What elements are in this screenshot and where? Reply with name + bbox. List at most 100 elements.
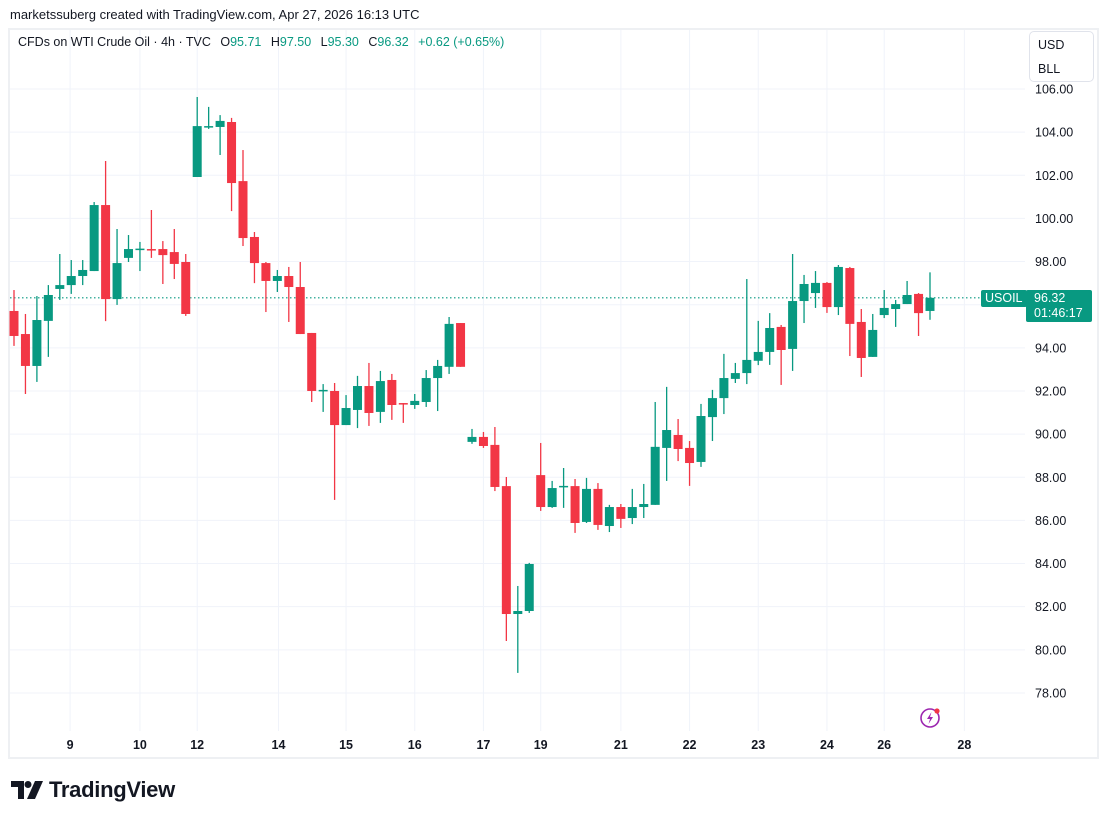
candle [146, 210, 156, 258]
candle [204, 106, 214, 129]
candle-body [490, 444, 500, 487]
candle [421, 370, 431, 407]
change-value: +0.62 (+0.65%) [418, 35, 505, 49]
candle-body [799, 283, 809, 302]
time-tick-label: 21 [614, 738, 628, 752]
brand-name: TradingView [49, 777, 175, 802]
candle [845, 266, 855, 357]
candle [272, 269, 282, 292]
candle [547, 480, 557, 508]
candle-body [101, 205, 111, 300]
candle-body [307, 332, 317, 391]
candle-body [124, 249, 133, 258]
candle [707, 389, 717, 442]
candle [730, 362, 740, 383]
candle [604, 504, 614, 533]
candle-body [879, 307, 889, 316]
candle [536, 442, 546, 511]
price-axis: 78.00 80.00 82.00 84.00 86.00 88.00 90.00 92.00… [1035, 83, 1073, 701]
candle-body [410, 400, 420, 406]
candle-body [753, 351, 763, 361]
candle-body [707, 398, 717, 418]
candle-body [833, 266, 843, 308]
open-label: O [220, 35, 231, 49]
candle-body [330, 390, 340, 426]
candle-body [822, 282, 832, 308]
price-tick-label: 82.00 [1035, 600, 1066, 614]
candle [696, 403, 706, 467]
candle [570, 478, 580, 533]
candle [192, 96, 202, 178]
candle-body [788, 301, 798, 349]
candle-body [353, 386, 362, 410]
candle [879, 290, 889, 319]
candle [101, 161, 111, 322]
candles [9, 96, 935, 673]
price-tick-label: 88.00 [1035, 471, 1066, 485]
candle-body [146, 249, 156, 251]
candle [124, 235, 133, 262]
candle-body [272, 276, 282, 281]
last-price-tag: 96.32 01:46:17 [1026, 290, 1092, 322]
candle-body [524, 563, 534, 611]
candle [112, 228, 122, 305]
candle-body [9, 310, 19, 336]
open-value: 95.71 [230, 35, 262, 49]
candle-body [158, 249, 168, 256]
candle-body [364, 386, 374, 413]
candle-body [582, 488, 591, 522]
candle-body [891, 304, 901, 310]
candle [433, 359, 443, 412]
candle-body [776, 326, 786, 350]
candle [501, 477, 511, 641]
price-tick-label: 102.00 [1035, 169, 1073, 183]
candle [227, 117, 237, 212]
candle [66, 260, 76, 294]
candle [353, 375, 362, 429]
candle [307, 332, 317, 402]
time-tick-label: 22 [683, 738, 697, 752]
price-tick-label: 106.00 [1035, 83, 1073, 97]
candle-body [341, 408, 351, 426]
candle [868, 313, 878, 357]
tradingview-logo[interactable]: TradingView [11, 777, 175, 803]
lightning-alert-icon[interactable] [919, 706, 943, 730]
candle-body [604, 507, 614, 527]
candle [742, 279, 752, 385]
candle-body [112, 263, 122, 300]
candle-body [375, 381, 385, 412]
symbol-price-tag: USOIL [981, 290, 1027, 307]
candle [375, 370, 385, 423]
candle [513, 585, 523, 673]
candle [444, 316, 454, 374]
candle [627, 488, 637, 525]
candle [799, 274, 809, 324]
candle-body [914, 293, 924, 314]
candle-body [135, 248, 145, 251]
chart-credit: marketssuberg created with TradingView.c… [10, 7, 420, 22]
price-tick-label: 84.00 [1035, 557, 1066, 571]
currency-unit-button[interactable]: USD BLL [1029, 31, 1094, 82]
candle-body [192, 126, 202, 178]
candle-body [639, 504, 649, 508]
candle-body [20, 334, 30, 366]
candle [238, 150, 248, 247]
candle [43, 285, 53, 357]
candle [55, 254, 65, 300]
candle-body [456, 323, 466, 367]
tradingview-logo-icon [11, 781, 43, 799]
candle-body [249, 236, 259, 264]
price-tick-label: 104.00 [1035, 126, 1073, 140]
symbol-legend: CFDs on WTI Crude Oil · 4h · TVC O95.71 … [18, 35, 504, 49]
candle-body [467, 436, 477, 442]
candle-body [387, 379, 397, 406]
candle-body [719, 378, 729, 399]
time-axis: 9 10 12 14 15 16 17 19 21 22 23 24 26 28 [67, 738, 972, 752]
candle-body [856, 321, 866, 358]
candle-body [78, 269, 88, 277]
candle-body [318, 389, 328, 392]
candle [891, 299, 901, 327]
candle-body [433, 365, 443, 379]
candle-body [55, 285, 65, 289]
